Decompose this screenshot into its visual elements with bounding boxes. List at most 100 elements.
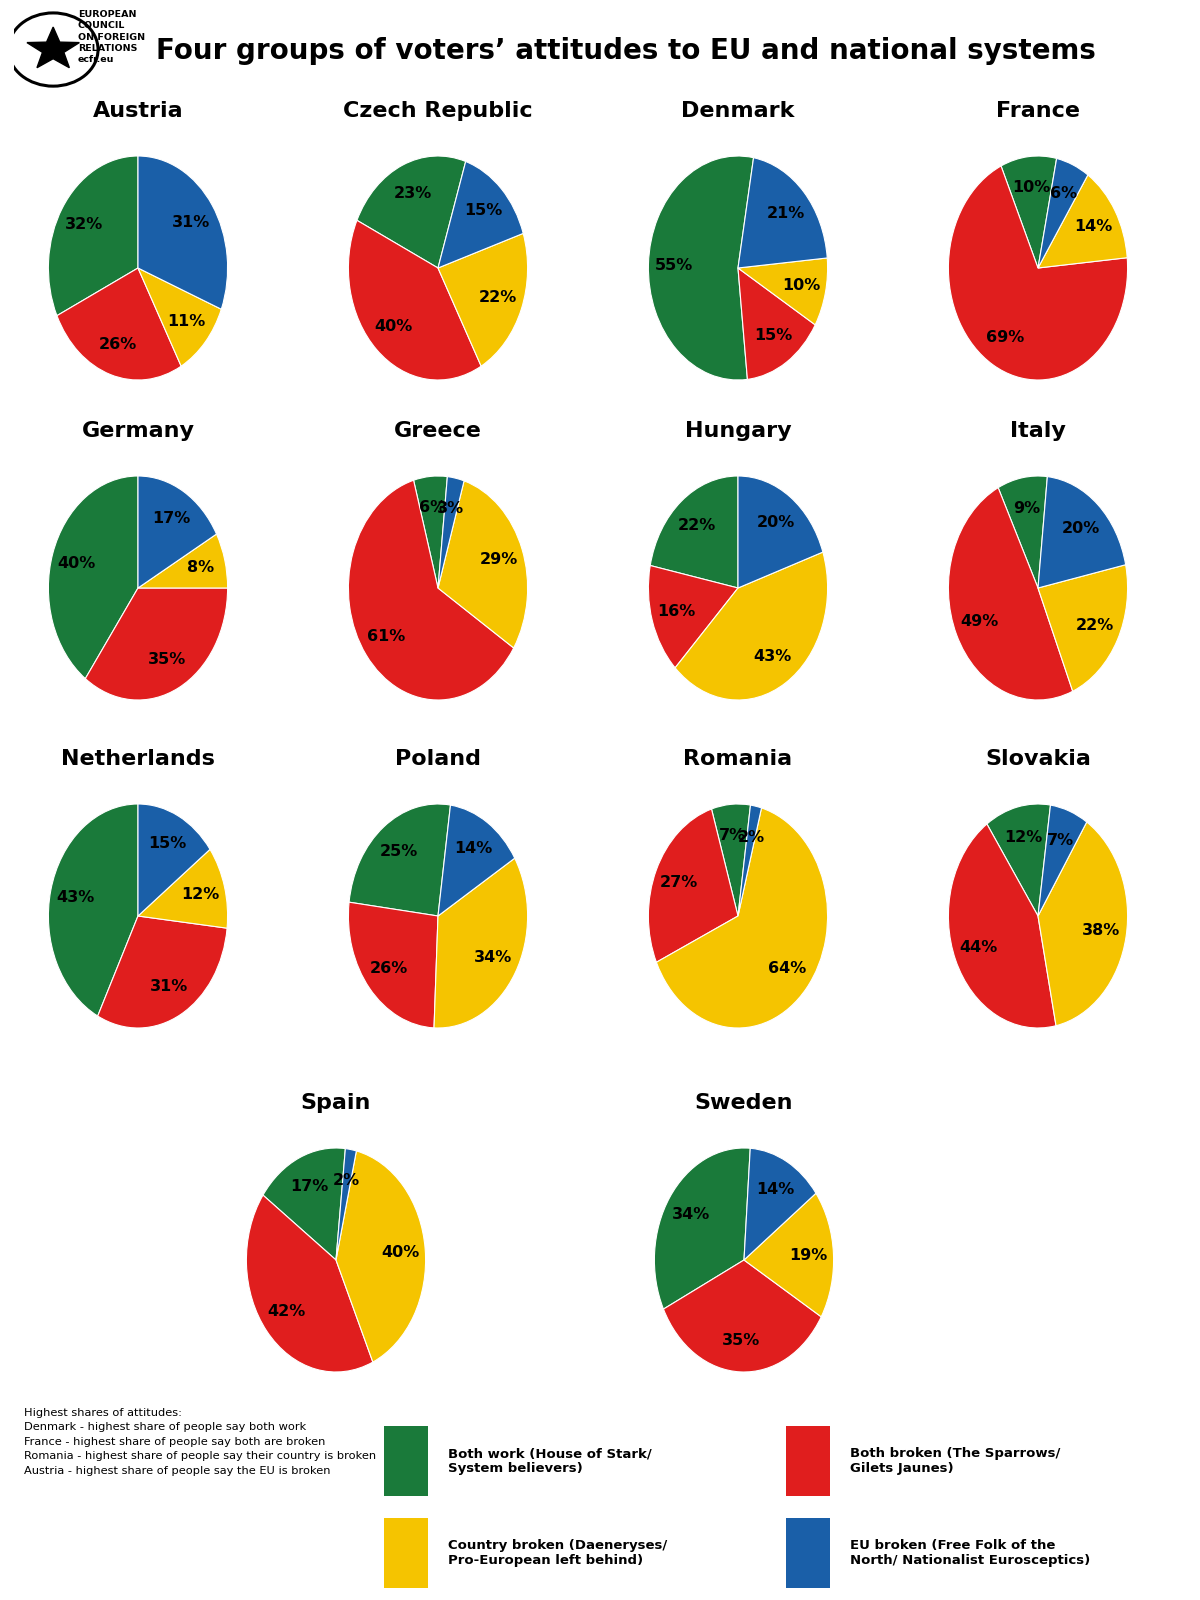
FancyBboxPatch shape xyxy=(384,1427,428,1496)
Wedge shape xyxy=(138,157,228,309)
Text: 42%: 42% xyxy=(268,1304,305,1318)
Wedge shape xyxy=(348,480,514,699)
Text: 8%: 8% xyxy=(187,560,214,576)
Wedge shape xyxy=(738,477,823,587)
Text: 17%: 17% xyxy=(151,510,190,526)
Wedge shape xyxy=(656,808,828,1027)
Wedge shape xyxy=(138,534,228,587)
Text: 25%: 25% xyxy=(379,845,418,859)
Wedge shape xyxy=(650,477,738,587)
Wedge shape xyxy=(654,1149,750,1309)
Wedge shape xyxy=(986,805,1050,915)
Text: 22%: 22% xyxy=(678,518,716,533)
Text: 31%: 31% xyxy=(150,979,188,994)
Title: Spain: Spain xyxy=(301,1093,371,1114)
Wedge shape xyxy=(138,850,228,928)
Text: Both work (House of Stark/
System believers): Both work (House of Stark/ System believ… xyxy=(449,1448,652,1475)
Text: 35%: 35% xyxy=(148,653,186,667)
Text: 31%: 31% xyxy=(173,214,210,230)
Text: 2%: 2% xyxy=(334,1173,360,1187)
Wedge shape xyxy=(1038,158,1088,267)
Text: 40%: 40% xyxy=(58,555,96,571)
Text: 14%: 14% xyxy=(1074,219,1112,234)
Text: 64%: 64% xyxy=(768,960,806,976)
Text: 14%: 14% xyxy=(455,842,493,856)
Text: Country broken (Daeneryses/
Pro-European left behind): Country broken (Daeneryses/ Pro-European… xyxy=(449,1539,667,1568)
Title: Slovakia: Slovakia xyxy=(985,749,1091,770)
Title: Czech Republic: Czech Republic xyxy=(343,101,533,122)
Text: 43%: 43% xyxy=(56,890,95,906)
Wedge shape xyxy=(744,1149,816,1261)
Wedge shape xyxy=(438,162,523,267)
FancyBboxPatch shape xyxy=(786,1518,830,1589)
Text: 22%: 22% xyxy=(479,290,517,306)
FancyBboxPatch shape xyxy=(384,1518,428,1589)
Wedge shape xyxy=(738,158,827,267)
Text: Four groups of voters’ attitudes to EU and national systems: Four groups of voters’ attitudes to EU a… xyxy=(156,37,1096,66)
Wedge shape xyxy=(1038,822,1128,1026)
Text: 32%: 32% xyxy=(65,218,103,232)
Text: 26%: 26% xyxy=(370,960,408,976)
Wedge shape xyxy=(348,221,481,379)
Text: 43%: 43% xyxy=(754,650,791,664)
Wedge shape xyxy=(348,902,438,1027)
Text: 34%: 34% xyxy=(671,1208,709,1222)
Wedge shape xyxy=(434,858,528,1027)
Wedge shape xyxy=(438,482,528,648)
Text: 12%: 12% xyxy=(1004,830,1042,845)
Text: 23%: 23% xyxy=(394,187,432,202)
Wedge shape xyxy=(438,805,515,915)
Polygon shape xyxy=(26,27,79,67)
Text: 11%: 11% xyxy=(167,314,205,330)
Wedge shape xyxy=(648,810,738,962)
Title: Denmark: Denmark xyxy=(682,101,794,122)
Text: 44%: 44% xyxy=(960,941,998,955)
Wedge shape xyxy=(998,477,1048,587)
Text: 15%: 15% xyxy=(754,328,792,344)
Wedge shape xyxy=(664,1261,821,1371)
Title: Netherlands: Netherlands xyxy=(61,749,215,770)
Text: EUROPEAN
COUNCIL
ON FOREIGN
RELATIONS
ecfr.eu: EUROPEAN COUNCIL ON FOREIGN RELATIONS ec… xyxy=(78,10,145,64)
Wedge shape xyxy=(349,805,450,915)
Title: Sweden: Sweden xyxy=(695,1093,793,1114)
Text: 19%: 19% xyxy=(790,1248,828,1262)
Text: Highest shares of attitudes:
Denmark - highest share of people say both work
Fra: Highest shares of attitudes: Denmark - h… xyxy=(24,1408,376,1475)
Wedge shape xyxy=(712,805,750,915)
Text: 61%: 61% xyxy=(367,629,406,643)
Text: 69%: 69% xyxy=(986,330,1025,346)
Title: Austria: Austria xyxy=(92,101,184,122)
FancyBboxPatch shape xyxy=(786,1427,830,1496)
Title: Hungary: Hungary xyxy=(685,421,791,442)
Text: 49%: 49% xyxy=(960,614,998,629)
Text: 3%: 3% xyxy=(437,501,464,517)
Text: 27%: 27% xyxy=(660,875,698,891)
Wedge shape xyxy=(438,477,464,587)
Wedge shape xyxy=(85,587,228,699)
Text: 6%: 6% xyxy=(1050,186,1076,202)
Text: Both broken (The Sparrows/
Gilets Jaunes): Both broken (The Sparrows/ Gilets Jaunes… xyxy=(851,1448,1061,1475)
Text: 38%: 38% xyxy=(1082,923,1121,939)
Wedge shape xyxy=(1038,565,1128,691)
Text: 7%: 7% xyxy=(1048,834,1074,848)
Wedge shape xyxy=(48,477,138,678)
Wedge shape xyxy=(48,157,138,315)
Text: 40%: 40% xyxy=(374,320,413,334)
Wedge shape xyxy=(138,267,221,366)
Text: 20%: 20% xyxy=(756,515,794,530)
Wedge shape xyxy=(336,1149,356,1261)
Title: Italy: Italy xyxy=(1010,421,1066,442)
Title: Germany: Germany xyxy=(82,421,194,442)
Wedge shape xyxy=(246,1195,373,1371)
Wedge shape xyxy=(648,157,754,379)
Text: 2%: 2% xyxy=(738,829,764,845)
Title: Poland: Poland xyxy=(395,749,481,770)
Wedge shape xyxy=(356,157,466,267)
Wedge shape xyxy=(48,803,138,1016)
Wedge shape xyxy=(1001,157,1057,267)
Text: 15%: 15% xyxy=(464,203,503,219)
Text: EU broken (Free Folk of the
North/ Nationalist Eurosceptics): EU broken (Free Folk of the North/ Natio… xyxy=(851,1539,1091,1568)
Wedge shape xyxy=(948,166,1128,379)
Wedge shape xyxy=(336,1150,426,1362)
Text: 6%: 6% xyxy=(419,501,446,515)
Text: 34%: 34% xyxy=(474,950,512,965)
